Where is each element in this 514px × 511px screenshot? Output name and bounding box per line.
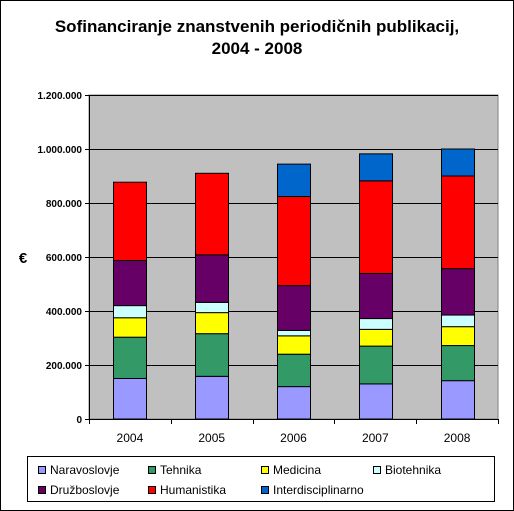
bar-segment-tehnika-2005 [195, 333, 229, 377]
y-tick-label: 1.000.000 [38, 145, 83, 156]
bar-segment-naravoslovje-2007 [359, 383, 393, 420]
bar-segment-druboslovje-2006 [277, 285, 311, 331]
bar-segment-druboslovje-2004 [113, 260, 147, 307]
bar-segment-naravoslovje-2008 [441, 380, 475, 420]
chart-svg: 0 200.000 400.000 600.000 800.000 1.000.000 1.… [19, 91, 499, 445]
x-tick-labels: 2004 2005 2006 2007 2008 [117, 431, 471, 445]
chart-title-line-1: Sofinanciranje znanstvenih periodičnih p… [54, 17, 460, 36]
legend: Naravoslovje Tehnika Medicina Biotehnika… [27, 456, 495, 502]
y-tick-label: 200.000 [46, 361, 83, 372]
y-tick-label: 800.000 [46, 199, 83, 210]
legend-label-biotehnika: Biotehnika [385, 463, 442, 477]
y-tick-labels: 0 200.000 400.000 600.000 800.000 1.000.000 1.… [38, 91, 83, 426]
bar-segment-naravoslovje-2005 [195, 375, 229, 420]
y-tick-label: 0 [76, 415, 82, 426]
x-tick-label: 2004 [117, 431, 144, 445]
legend-swatch-naravoslovje [38, 466, 46, 474]
bar-segment-biotehnika-2007 [359, 318, 393, 330]
bar-segment-interdisciplinarno-2007 [359, 153, 393, 182]
bar-segment-interdisciplinarno-2006 [277, 163, 311, 198]
bar-segment-medicina-2004 [113, 317, 147, 338]
legend-swatch-medicina [261, 466, 269, 474]
bar-segment-druboslovje-2005 [195, 254, 229, 303]
legend-label-naravoslovje: Naravoslovje [50, 463, 120, 477]
bar-segment-medicina-2007 [359, 328, 393, 347]
legend-swatch-biotehnika [373, 466, 381, 474]
chart-title-line-2: 2004 - 2008 [211, 39, 303, 58]
y-tick-label: 400.000 [46, 307, 83, 318]
x-tick-label: 2007 [362, 431, 389, 445]
bar-segment-interdisciplinarno-2008 [441, 148, 475, 177]
bar-segment-tehnika-2006 [277, 353, 311, 388]
legend-swatch-tehnika [148, 466, 156, 474]
bar-segment-tehnika-2004 [113, 336, 147, 380]
y-tick-label: 600.000 [46, 253, 83, 264]
bar-segment-naravoslovje-2004 [113, 378, 147, 420]
bar-segment-naravoslovje-2006 [277, 386, 311, 420]
legend-label-tehnika: Tehnika [160, 463, 202, 477]
legend-swatch-humanistika [148, 486, 156, 494]
bar-segment-humanistika-2004 [113, 181, 147, 262]
bar-segment-humanistika-2006 [277, 196, 311, 287]
x-tick-label: 2005 [198, 431, 225, 445]
bar-segment-humanistika-2007 [359, 180, 393, 274]
bars [113, 148, 475, 420]
bar-segment-medicina-2008 [441, 326, 475, 347]
y-axis-label: € [19, 250, 28, 267]
legend-swatch-druzboslovje [38, 486, 46, 494]
bar-segment-druboslovje-2007 [359, 272, 393, 320]
bar-segment-tehnika-2007 [359, 345, 393, 385]
bar-segment-medicina-2006 [277, 335, 311, 355]
bar-segment-medicina-2005 [195, 312, 229, 335]
legend-label-interdisciplinarno: Interdisciplinarno [273, 483, 364, 497]
bar-segment-humanistika-2008 [441, 175, 475, 270]
bar-segment-tehnika-2008 [441, 345, 475, 382]
bar-segment-biotehnika-2004 [113, 305, 147, 319]
legend-swatch-interdisciplinarno [261, 486, 269, 494]
axes [85, 95, 499, 424]
bar-segment-druboslovje-2008 [441, 268, 475, 316]
x-tick-label: 2008 [444, 431, 471, 445]
bar-segment-biotehnika-2006 [277, 329, 311, 337]
legend-label-humanistika: Humanistika [160, 483, 227, 497]
chart-title: Sofinanciranje znanstvenih periodičnih p… [0, 16, 514, 60]
x-tick-label: 2006 [280, 431, 307, 445]
bar-segment-humanistika-2005 [195, 172, 229, 256]
legend-label-druzboslovje: Družboslovje [50, 483, 120, 497]
legend-label-medicina: Medicina [273, 463, 322, 477]
y-tick-label: 1.200.000 [38, 91, 83, 102]
bar-segment-biotehnika-2008 [441, 314, 475, 328]
bar-segment-biotehnika-2005 [195, 301, 229, 314]
